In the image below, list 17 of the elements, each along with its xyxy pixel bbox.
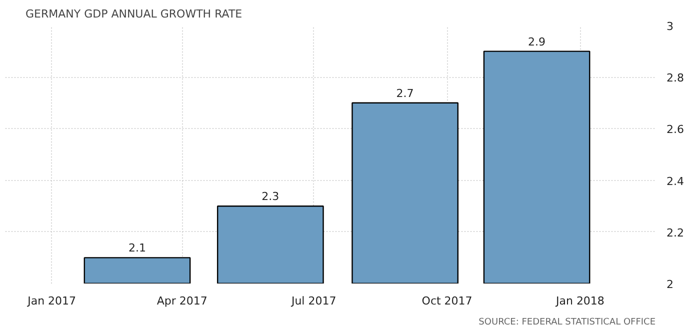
y-tick-label: 2.2	[666, 226, 684, 240]
x-tick-label: Jan 2018	[555, 294, 604, 308]
x-tick-label: Jul 2017	[290, 294, 336, 308]
data-label: 2.3	[262, 190, 280, 204]
source-note: SOURCE: FEDERAL STATISTICAL OFFICE	[478, 318, 656, 328]
data-label: 2.7	[396, 86, 414, 100]
x-tick-label: Jan 2017	[26, 294, 76, 308]
x-tick-label: Oct 2017	[422, 294, 472, 308]
y-tick-label: 2	[666, 278, 674, 291]
y-tick-label: 2.6	[666, 123, 684, 136]
chart-title: GERMANY GDP ANNUAL GROWTH RATE	[26, 8, 242, 20]
y-tick-label: 3	[666, 20, 674, 33]
y-tick-label: 2.8	[666, 72, 684, 85]
y-tick-label: 2.4	[666, 174, 684, 188]
data-label: 2.1	[128, 242, 146, 255]
data-label: 2.9	[528, 35, 546, 48]
x-tick-label: Apr 2017	[156, 294, 208, 308]
